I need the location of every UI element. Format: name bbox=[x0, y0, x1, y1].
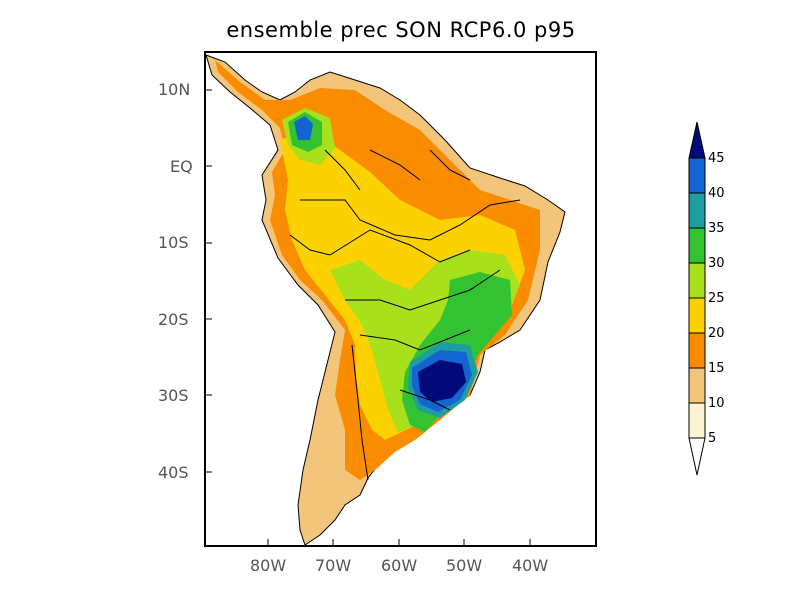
country-borders bbox=[289, 149, 521, 481]
colorbar-label: 25 bbox=[708, 291, 725, 306]
colorbar-label: 5 bbox=[708, 431, 717, 446]
colorbar-label: 35 bbox=[708, 221, 725, 236]
x-tick-marks bbox=[267, 539, 531, 546]
y-tick-label: 20S bbox=[158, 310, 189, 329]
map-title: ensemble prec SON RCP6.0 p95 bbox=[226, 18, 576, 42]
colorbar-segment bbox=[688, 332, 706, 369]
colorbar-bottom-arrow bbox=[688, 437, 706, 476]
colorbar-label: 45 bbox=[708, 151, 725, 166]
colorbar-top-arrow bbox=[688, 121, 706, 159]
y-tick-marks bbox=[205, 89, 212, 473]
precip-contour-40-north bbox=[294, 116, 313, 140]
colorbar-segment bbox=[688, 227, 706, 264]
y-tick-label: 10S bbox=[158, 233, 189, 252]
colorbar-segment bbox=[688, 367, 706, 404]
x-tick-label: 40W bbox=[512, 556, 549, 575]
colorbar-label: 30 bbox=[708, 256, 725, 271]
y-tick-label: 30S bbox=[158, 386, 189, 405]
colorbar-label: 15 bbox=[708, 361, 725, 376]
y-tick-label: 40S bbox=[158, 463, 189, 482]
x-tick-label: 70W bbox=[315, 556, 352, 575]
y-tick-label: 10N bbox=[158, 80, 191, 99]
x-tick-label: 80W bbox=[250, 556, 287, 575]
colorbar-label: 20 bbox=[708, 326, 725, 341]
x-tick-label: 60W bbox=[381, 556, 418, 575]
colorbar bbox=[688, 121, 706, 476]
colorbar-segment bbox=[688, 262, 706, 299]
colorbar-segment bbox=[688, 157, 706, 194]
y-tick-label: EQ bbox=[170, 157, 193, 176]
colorbar-label: 10 bbox=[708, 396, 725, 411]
precip-field bbox=[205, 54, 566, 546]
colorbar-segment bbox=[688, 192, 706, 229]
colorbar-segment bbox=[688, 402, 706, 439]
precip-contour-45 bbox=[418, 360, 466, 402]
plot-frame bbox=[204, 51, 597, 547]
x-tick-label: 50W bbox=[446, 556, 483, 575]
colorbar-label: 40 bbox=[708, 186, 725, 201]
colorbar-segment bbox=[688, 297, 706, 334]
